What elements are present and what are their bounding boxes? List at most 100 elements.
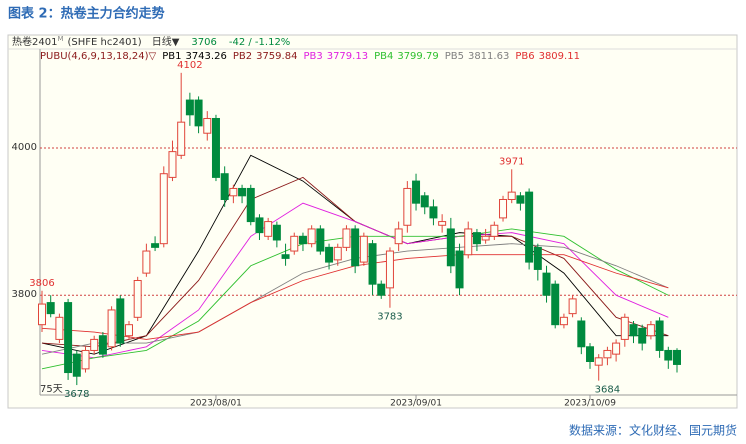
candle-body bbox=[577, 320, 586, 348]
legend-name: PB4 bbox=[374, 51, 393, 62]
code: (SHFE hc2401) bbox=[68, 37, 142, 48]
candle-body bbox=[455, 250, 464, 289]
candle-body bbox=[90, 338, 99, 351]
extreme-label: 3783 bbox=[377, 312, 402, 323]
indicator-line bbox=[41, 202, 669, 359]
candle-body bbox=[551, 283, 560, 326]
indicator-name: PUBU(4,6,9,13,18,24)▽ bbox=[40, 51, 156, 62]
candle-body bbox=[194, 99, 203, 127]
candle-body bbox=[664, 349, 673, 361]
candle-body bbox=[446, 228, 455, 267]
x-tick-label: 2023/09/01 bbox=[390, 399, 442, 409]
candle-body bbox=[55, 316, 64, 340]
candle-body bbox=[516, 195, 525, 204]
candle-body bbox=[220, 173, 229, 200]
candle-body bbox=[568, 298, 577, 315]
last-price: 3706 bbox=[191, 37, 216, 48]
legend-value: 3811.63 bbox=[468, 51, 509, 62]
candle-body bbox=[525, 191, 534, 263]
candle-body bbox=[464, 228, 473, 256]
candle-body bbox=[298, 235, 307, 245]
candle-body bbox=[638, 327, 647, 344]
candle-body bbox=[646, 324, 655, 337]
legend-value: 3779.13 bbox=[327, 51, 368, 62]
y-tick-label: 4000 bbox=[12, 142, 37, 153]
candle-body bbox=[185, 99, 194, 116]
x-tick-label: 2023/10/09 bbox=[564, 399, 616, 409]
candle-body bbox=[38, 303, 46, 326]
candle-body bbox=[325, 246, 334, 263]
candle-body bbox=[211, 117, 220, 178]
candle-body bbox=[307, 228, 316, 245]
change: -42 / -1.12% bbox=[229, 37, 290, 48]
marker: M bbox=[57, 35, 63, 43]
extreme-label: 4102 bbox=[177, 60, 202, 71]
candle-body bbox=[385, 250, 394, 289]
y-tick-label: 3800 bbox=[12, 289, 37, 300]
candle-body bbox=[64, 302, 73, 374]
candle-body bbox=[46, 302, 55, 315]
indicator-legend: PUBU(4,6,9,13,18,24)▽ PB1 3743.26 PB2 3759.8… bbox=[40, 51, 580, 62]
candle-body bbox=[342, 228, 351, 248]
legend-name: PB2 bbox=[233, 51, 252, 62]
candle-body bbox=[507, 191, 516, 200]
candle-body bbox=[246, 187, 255, 223]
candle-body bbox=[377, 283, 386, 296]
candle-body bbox=[559, 316, 568, 326]
candle-body bbox=[533, 246, 542, 270]
candle-body bbox=[255, 217, 264, 234]
candle-body bbox=[620, 316, 629, 340]
candle-body bbox=[359, 235, 368, 263]
candle-body bbox=[403, 187, 412, 226]
legend-value: 3759.84 bbox=[256, 51, 297, 62]
extreme-label: 3684 bbox=[595, 385, 620, 396]
extreme-label: 3678 bbox=[64, 389, 89, 400]
candle-body bbox=[107, 309, 116, 348]
legend-name: PB6 bbox=[515, 51, 534, 62]
source: 数据来源：文化财经、国元期货 bbox=[569, 423, 737, 438]
candle-body bbox=[177, 121, 186, 156]
legend-name: PB5 bbox=[445, 51, 464, 62]
candle-body bbox=[133, 279, 142, 318]
legend-value: 3809.11 bbox=[539, 51, 580, 62]
page-title: 图表 2：热卷主力合约走势 bbox=[8, 6, 165, 22]
candle-body bbox=[333, 246, 342, 261]
legend-value: 3799.79 bbox=[397, 51, 438, 62]
candle-body bbox=[655, 320, 664, 351]
candle-body bbox=[472, 232, 481, 245]
x-tick-label: 2023/08/01 bbox=[190, 399, 242, 409]
candle-body bbox=[238, 187, 247, 197]
extreme-label: 3971 bbox=[499, 156, 524, 167]
legend-name: PB1 bbox=[162, 51, 181, 62]
candle-body bbox=[394, 228, 403, 245]
candle-body bbox=[116, 298, 125, 344]
chart-frame bbox=[7, 34, 738, 409]
candle-body bbox=[290, 235, 299, 252]
candle-body bbox=[603, 349, 612, 359]
candle-body bbox=[281, 254, 290, 259]
candle-body bbox=[429, 206, 438, 219]
candle-body bbox=[151, 243, 160, 248]
candle-body bbox=[159, 173, 168, 245]
candle-body bbox=[420, 195, 429, 208]
symbol: 热卷2401 bbox=[12, 35, 57, 48]
candle-body bbox=[586, 346, 595, 362]
window-label: 75天 bbox=[40, 384, 63, 395]
extreme-label: 3806 bbox=[29, 278, 54, 289]
candle-body bbox=[351, 228, 360, 267]
candle-body bbox=[368, 243, 377, 285]
candle-body bbox=[272, 224, 281, 241]
candle-body bbox=[412, 180, 421, 204]
period: 日线▼ bbox=[152, 35, 180, 48]
candle-body bbox=[499, 198, 508, 219]
legend-name: PB3 bbox=[303, 51, 322, 62]
candle-body bbox=[98, 335, 107, 355]
candle-body bbox=[438, 221, 447, 226]
candle-body bbox=[612, 342, 621, 355]
legend-value: 3743.26 bbox=[185, 51, 226, 62]
candle-body bbox=[594, 357, 603, 366]
candle-body bbox=[629, 324, 638, 337]
candle-body bbox=[481, 235, 490, 241]
candle-body bbox=[72, 353, 81, 377]
